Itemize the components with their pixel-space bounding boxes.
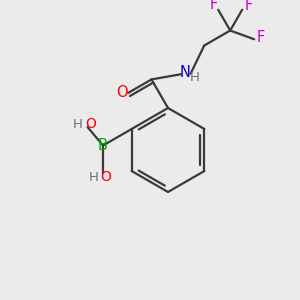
Text: O: O [85,117,96,131]
Text: O: O [100,170,112,184]
Text: H: H [73,118,82,130]
Text: F: F [256,30,265,45]
Text: F: F [210,0,218,12]
Text: H: H [190,71,200,84]
Text: F: F [245,0,253,13]
Text: O: O [116,85,127,100]
Text: H: H [89,170,99,184]
Text: B: B [98,138,108,153]
Text: N: N [180,65,191,80]
